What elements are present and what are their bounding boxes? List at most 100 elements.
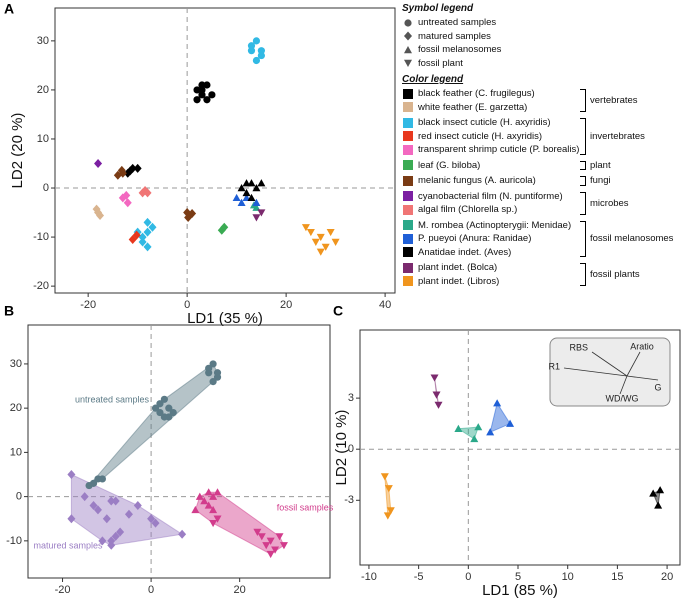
legend-swatch xyxy=(403,276,413,287)
legend-label: transparent shrimp cuticle (P. borealis) xyxy=(418,144,580,156)
point xyxy=(404,19,412,27)
point xyxy=(237,184,246,192)
legend-symbol xyxy=(403,233,413,244)
loading-arrow xyxy=(626,351,641,377)
legend-entries: melanic fungus (A. auricola) xyxy=(402,174,580,188)
x-tick-label: 20 xyxy=(661,571,673,583)
legend-group: melanic fungus (A. auricola) fungi xyxy=(402,174,684,188)
point xyxy=(242,179,251,187)
point xyxy=(113,170,122,180)
y-tick-label: 20 xyxy=(37,84,49,96)
point xyxy=(213,515,222,523)
legend-bracket xyxy=(580,263,586,286)
point xyxy=(316,248,325,256)
legend-entries: plant indet. (Bolca) plant indet. (Libros… xyxy=(402,261,580,288)
point xyxy=(178,529,187,539)
point xyxy=(80,492,89,502)
x-tick-label: 40 xyxy=(379,299,391,311)
legend-entries: black insect cuticle (H. axyridis) red in… xyxy=(402,116,580,157)
point xyxy=(102,514,111,524)
point xyxy=(209,519,218,528)
legend-entry: black feather (C. frugilegus) xyxy=(402,87,580,101)
y-tick-label: -10 xyxy=(6,535,22,547)
point xyxy=(275,533,284,541)
legend-symbol xyxy=(403,276,413,287)
legend-symbol xyxy=(403,144,413,155)
panel-letter: A xyxy=(4,1,14,17)
y-tick-label: -10 xyxy=(33,231,49,243)
point xyxy=(247,193,256,202)
point xyxy=(107,496,116,506)
point xyxy=(331,238,340,246)
loading-arrow xyxy=(626,375,659,381)
x-tick-label: 0 xyxy=(148,584,154,596)
point xyxy=(193,86,201,94)
point xyxy=(143,217,152,227)
point xyxy=(311,238,320,246)
y-tick-label: 0 xyxy=(16,491,22,503)
point xyxy=(257,209,266,217)
point xyxy=(92,204,101,214)
legend-title: Color legend xyxy=(402,74,464,85)
legend-entry: fossil plant xyxy=(402,57,684,71)
legend-label: leaf (G. biloba) xyxy=(418,159,481,171)
point xyxy=(67,470,76,479)
point xyxy=(493,399,502,407)
legend-entries: M. rombea (Actinopterygii: Menidae) P. pu… xyxy=(402,219,580,260)
legend-entry: matured samples xyxy=(402,30,684,44)
legend-group: cyanobacterial film (N. puntiforme) algal… xyxy=(402,190,684,217)
point xyxy=(470,434,479,443)
point xyxy=(279,542,288,550)
point xyxy=(209,360,217,368)
x-tick-label: 5 xyxy=(515,571,521,583)
legend-entry: transparent shrimp cuticle (P. borealis) xyxy=(402,143,580,157)
point xyxy=(220,222,229,232)
legend-bracket xyxy=(580,176,586,186)
point xyxy=(454,424,463,432)
point xyxy=(195,492,204,500)
legend-label: Anatidae indet. (Aves) xyxy=(418,246,512,258)
legend-symbol xyxy=(403,220,413,231)
group-label: fossil plants xyxy=(590,269,640,280)
legend-label: untreated samples xyxy=(418,17,497,29)
legend-symbol xyxy=(404,45,412,53)
point xyxy=(141,185,150,195)
legend-label: fossil melanosomes xyxy=(418,44,502,56)
point xyxy=(474,423,483,431)
x-axis-label: LD1 (85 %) xyxy=(482,582,558,599)
point xyxy=(266,537,275,545)
legend-group: leaf (G. biloba) plant xyxy=(402,159,684,173)
point xyxy=(383,512,392,520)
point xyxy=(148,222,157,232)
point xyxy=(133,163,142,173)
legend-entry: leaf (G. biloba) xyxy=(402,159,580,173)
legend-bracket xyxy=(580,220,586,257)
group-label: fossil melanosomes xyxy=(590,233,674,245)
point xyxy=(252,37,261,45)
legend-entry: black insect cuticle (H. axyridis) xyxy=(402,116,580,130)
point xyxy=(111,496,120,506)
x-tick-label: 20 xyxy=(280,299,292,311)
legend-symbol xyxy=(403,262,413,273)
x-tick-label: -20 xyxy=(55,584,71,596)
panel-letter: C xyxy=(333,303,343,319)
legend-swatch xyxy=(403,117,413,128)
point xyxy=(209,378,217,386)
point xyxy=(138,232,147,242)
point xyxy=(85,481,93,490)
point xyxy=(262,542,271,550)
legend-swatch xyxy=(403,144,413,155)
legend-symbol xyxy=(403,160,413,171)
legend-swatch xyxy=(403,233,413,244)
point xyxy=(213,369,222,377)
legend-label: algal film (Chlorella sp.) xyxy=(418,204,518,216)
legend-label: M. rombea (Actinopterygii: Menidae) xyxy=(418,219,572,231)
loading-label: R1 xyxy=(548,361,560,371)
legend-symbol xyxy=(404,19,412,27)
annotation: fossil samples xyxy=(277,502,334,512)
legend: Symbol legend untreated samples matured sa… xyxy=(402,2,684,290)
legend-bracket xyxy=(580,118,586,155)
point xyxy=(252,56,261,65)
y-tick-label: 30 xyxy=(10,358,22,370)
point xyxy=(116,527,125,537)
